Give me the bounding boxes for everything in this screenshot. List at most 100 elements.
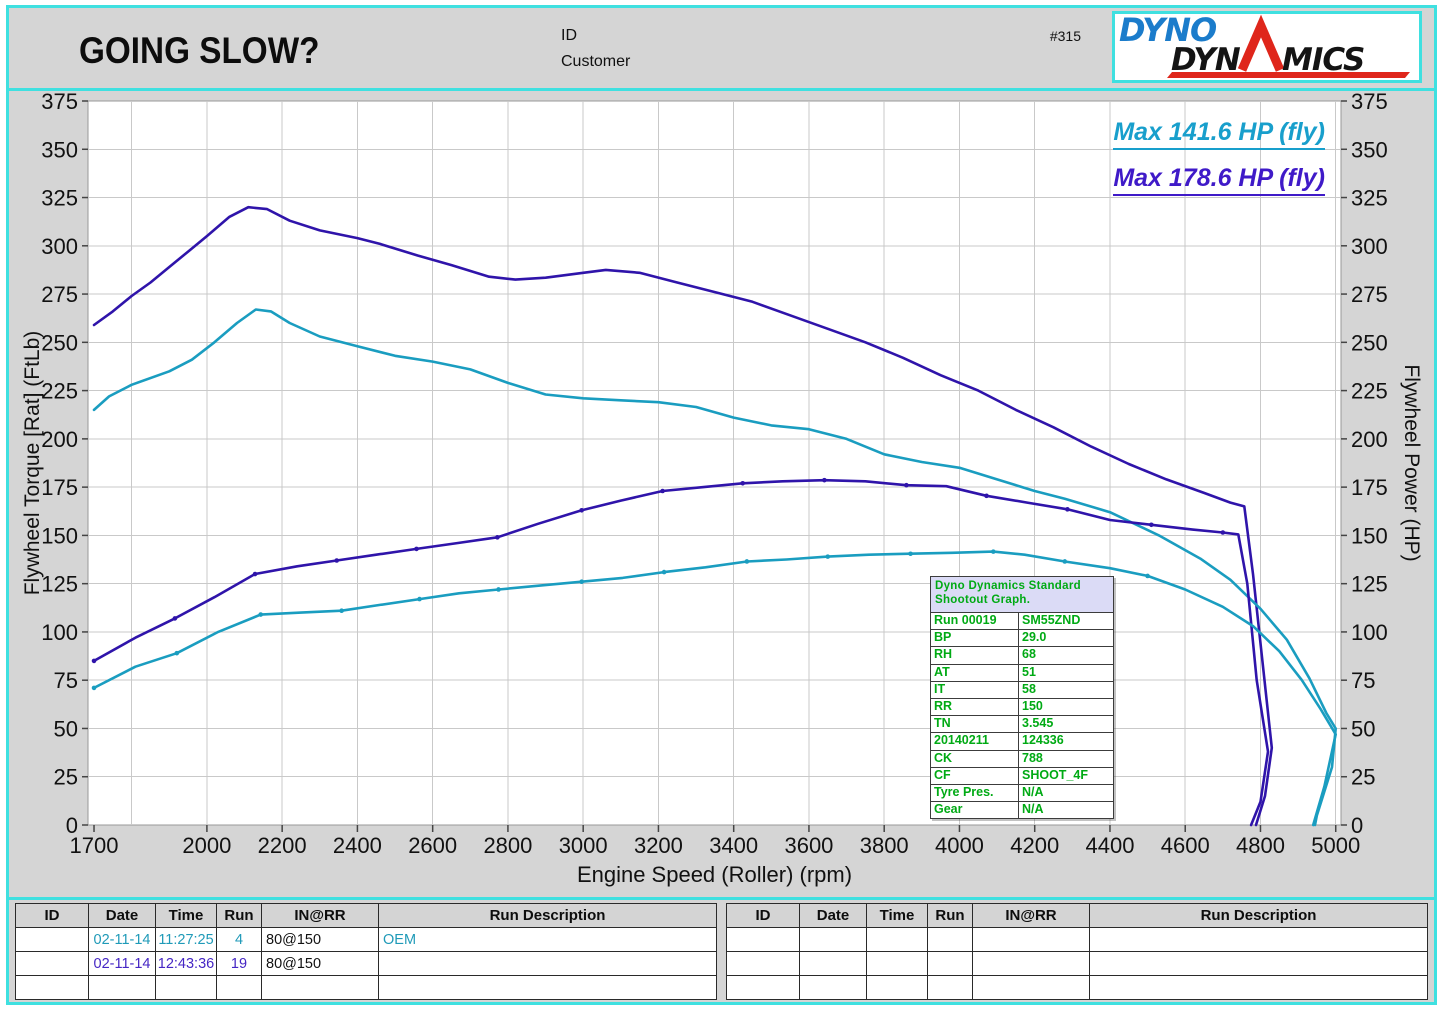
- run-id-cell: [15, 927, 89, 952]
- runs-column-header: ID: [726, 903, 800, 928]
- x-axis-tick-label: 3600: [784, 833, 833, 858]
- runs-column-header: IN@RR: [261, 903, 379, 928]
- customer-label: Customer: [561, 53, 631, 70]
- power-modified-marker: [660, 488, 665, 494]
- torque-axis-title: Flywheel Torque [Rat] (FtLb): [21, 331, 44, 596]
- power-modified-marker: [579, 508, 584, 513]
- runs-column-header: Run Description: [1089, 903, 1428, 928]
- power-modified-marker: [1065, 507, 1070, 512]
- power-oem-marker: [825, 554, 831, 559]
- y-axis-label-right: 275: [1351, 282, 1388, 307]
- runs-column-header: Run Description: [378, 903, 717, 928]
- x-axis-tick-label: 2800: [483, 833, 532, 858]
- run-info-key: CF: [931, 767, 1019, 784]
- run-date-cell: 02-11-14: [88, 951, 156, 976]
- run-time-cell: [866, 951, 928, 976]
- run-info-value: 124336: [1022, 733, 1064, 748]
- run-info-box-title: Dyno Dynamics Standard Shootout Graph.: [931, 577, 1113, 613]
- power-modified-marker: [740, 480, 746, 486]
- dyno-chart-panel: 0 0 25 25 50 50 75 75 100 100 125 125 150 150 175 175 20…: [9, 91, 1434, 900]
- x-axis-tick-label: 4800: [1236, 833, 1285, 858]
- runs-table-row: 02-11-14 12:43:36 19 80@150: [15, 951, 717, 976]
- logo-red-underline: [1167, 72, 1410, 78]
- run-run-cell: [927, 975, 973, 1000]
- run-info-value: N/A: [1022, 802, 1044, 817]
- power-modified-marker: [172, 616, 178, 621]
- y-axis-label-left: 100: [41, 620, 78, 645]
- dyno-chart: 0 0 25 25 50 50 75 75 100 100 125 125 150 150 175 175 20…: [21, 91, 1423, 887]
- y-axis-label-left: 0: [66, 813, 78, 838]
- power-oem-marker: [1062, 559, 1068, 564]
- power-oem-marker: [339, 608, 344, 613]
- run-run-cell: [927, 951, 973, 976]
- run-info-key: BP: [931, 630, 1019, 647]
- run-run-cell: [927, 927, 973, 952]
- runs-table-header-row: ID Date Time Run IN@RR Run Description: [726, 903, 1428, 928]
- power-oem-curve: [92, 550, 1337, 827]
- run-in_rr-cell: [972, 951, 1090, 976]
- run-date-cell: [799, 975, 867, 1000]
- run-info-row: AT 51: [931, 664, 1113, 682]
- runs-column-header: Run: [216, 903, 262, 928]
- power-oem-marker: [496, 587, 501, 592]
- power-oem-marker: [91, 685, 97, 691]
- run-info-value: 3.545: [1022, 716, 1054, 731]
- report-frame: GOING SLOW? ID Customer #315 DYNO DYN MI…: [6, 5, 1437, 1005]
- runs-table-right: ID Date Time Run IN@RR Run Description: [726, 903, 1428, 1000]
- run-info-value: 29.0: [1022, 630, 1047, 645]
- logo-text-dyno: DYNO: [1119, 14, 1217, 49]
- run-info-row: CK 788: [931, 750, 1113, 768]
- dyno-serial-number: #315: [1049, 28, 1081, 44]
- x-axis-tick-label: 4600: [1161, 833, 1210, 858]
- power-oem-marker: [661, 569, 667, 575]
- y-axis-label-right: 325: [1351, 186, 1388, 211]
- runs-column-header: ID: [15, 903, 89, 928]
- plot-area: [87, 100, 1342, 826]
- y-axis-label-left: 25: [54, 765, 78, 790]
- power-modified-marker: [1149, 522, 1154, 528]
- power-modified-marker: [495, 535, 500, 540]
- run-info-box: Dyno Dynamics Standard Shootout Graph. R…: [930, 576, 1114, 819]
- y-axis-label-left: 225: [41, 379, 78, 404]
- x-axis-tick-label: 5000: [1311, 833, 1360, 858]
- run-id-cell: [726, 951, 800, 976]
- power-axis-title: Flywheel Power (HP): [1400, 364, 1423, 561]
- y-axis-label-left: 150: [41, 523, 78, 548]
- x-axis-tick-label: 4000: [935, 833, 984, 858]
- torque-oem-curve: [92, 308, 1337, 827]
- run-run-cell: [216, 975, 262, 1000]
- run-time-cell: 12:43:36: [155, 951, 217, 976]
- run-desc-cell: [378, 951, 717, 976]
- x-axis-tick-label: 3200: [634, 833, 683, 858]
- logo-graphic: DYNO DYN MICS: [1119, 11, 1410, 78]
- run-in_rr-cell: 80@150: [261, 927, 379, 952]
- runs-table-header-row: ID Date Time Run IN@RR Run Description: [15, 903, 717, 928]
- runs-table-section: ID Date Time Run IN@RR Run Description 02-11-1…: [9, 900, 1434, 1000]
- run-info-value: 788: [1022, 750, 1043, 765]
- logo-red-peak: [1237, 14, 1285, 72]
- run-run-cell: 19: [216, 951, 262, 976]
- y-axis-label-left: 175: [41, 475, 78, 500]
- y-axis-label-left: 250: [41, 330, 78, 355]
- y-axis-label-right: 350: [1351, 137, 1388, 162]
- max-power-oem-annotation: Max 141.6 HP (fly): [1113, 118, 1325, 150]
- power-oem-marker: [417, 596, 422, 602]
- x-axis-tick-label: 2200: [258, 833, 307, 858]
- run-info-value: 68: [1022, 647, 1036, 662]
- page-title: GOING SLOW?: [79, 30, 320, 71]
- run-info-key: 20140211: [931, 733, 1019, 750]
- x-axis-tick-label: 3400: [709, 833, 758, 858]
- run-in_rr-cell: [972, 927, 1090, 952]
- y-axis-label-right: 50: [1351, 716, 1375, 741]
- power-oem-marker: [579, 579, 584, 585]
- run-info-key: TN: [931, 716, 1019, 733]
- run-info-row: Run 00019 SM55ZND: [931, 613, 1113, 631]
- run-run-cell: 4: [216, 927, 262, 952]
- y-axis-label-left: 350: [41, 137, 78, 162]
- run-in_rr-cell: [261, 975, 379, 1000]
- run-info-key: IT: [931, 681, 1019, 698]
- run-info-value: SM55ZND: [1022, 613, 1081, 627]
- run-in_rr-cell: [972, 975, 1090, 1000]
- run-info-value: N/A: [1022, 784, 1044, 799]
- run-time-cell: [866, 975, 928, 1000]
